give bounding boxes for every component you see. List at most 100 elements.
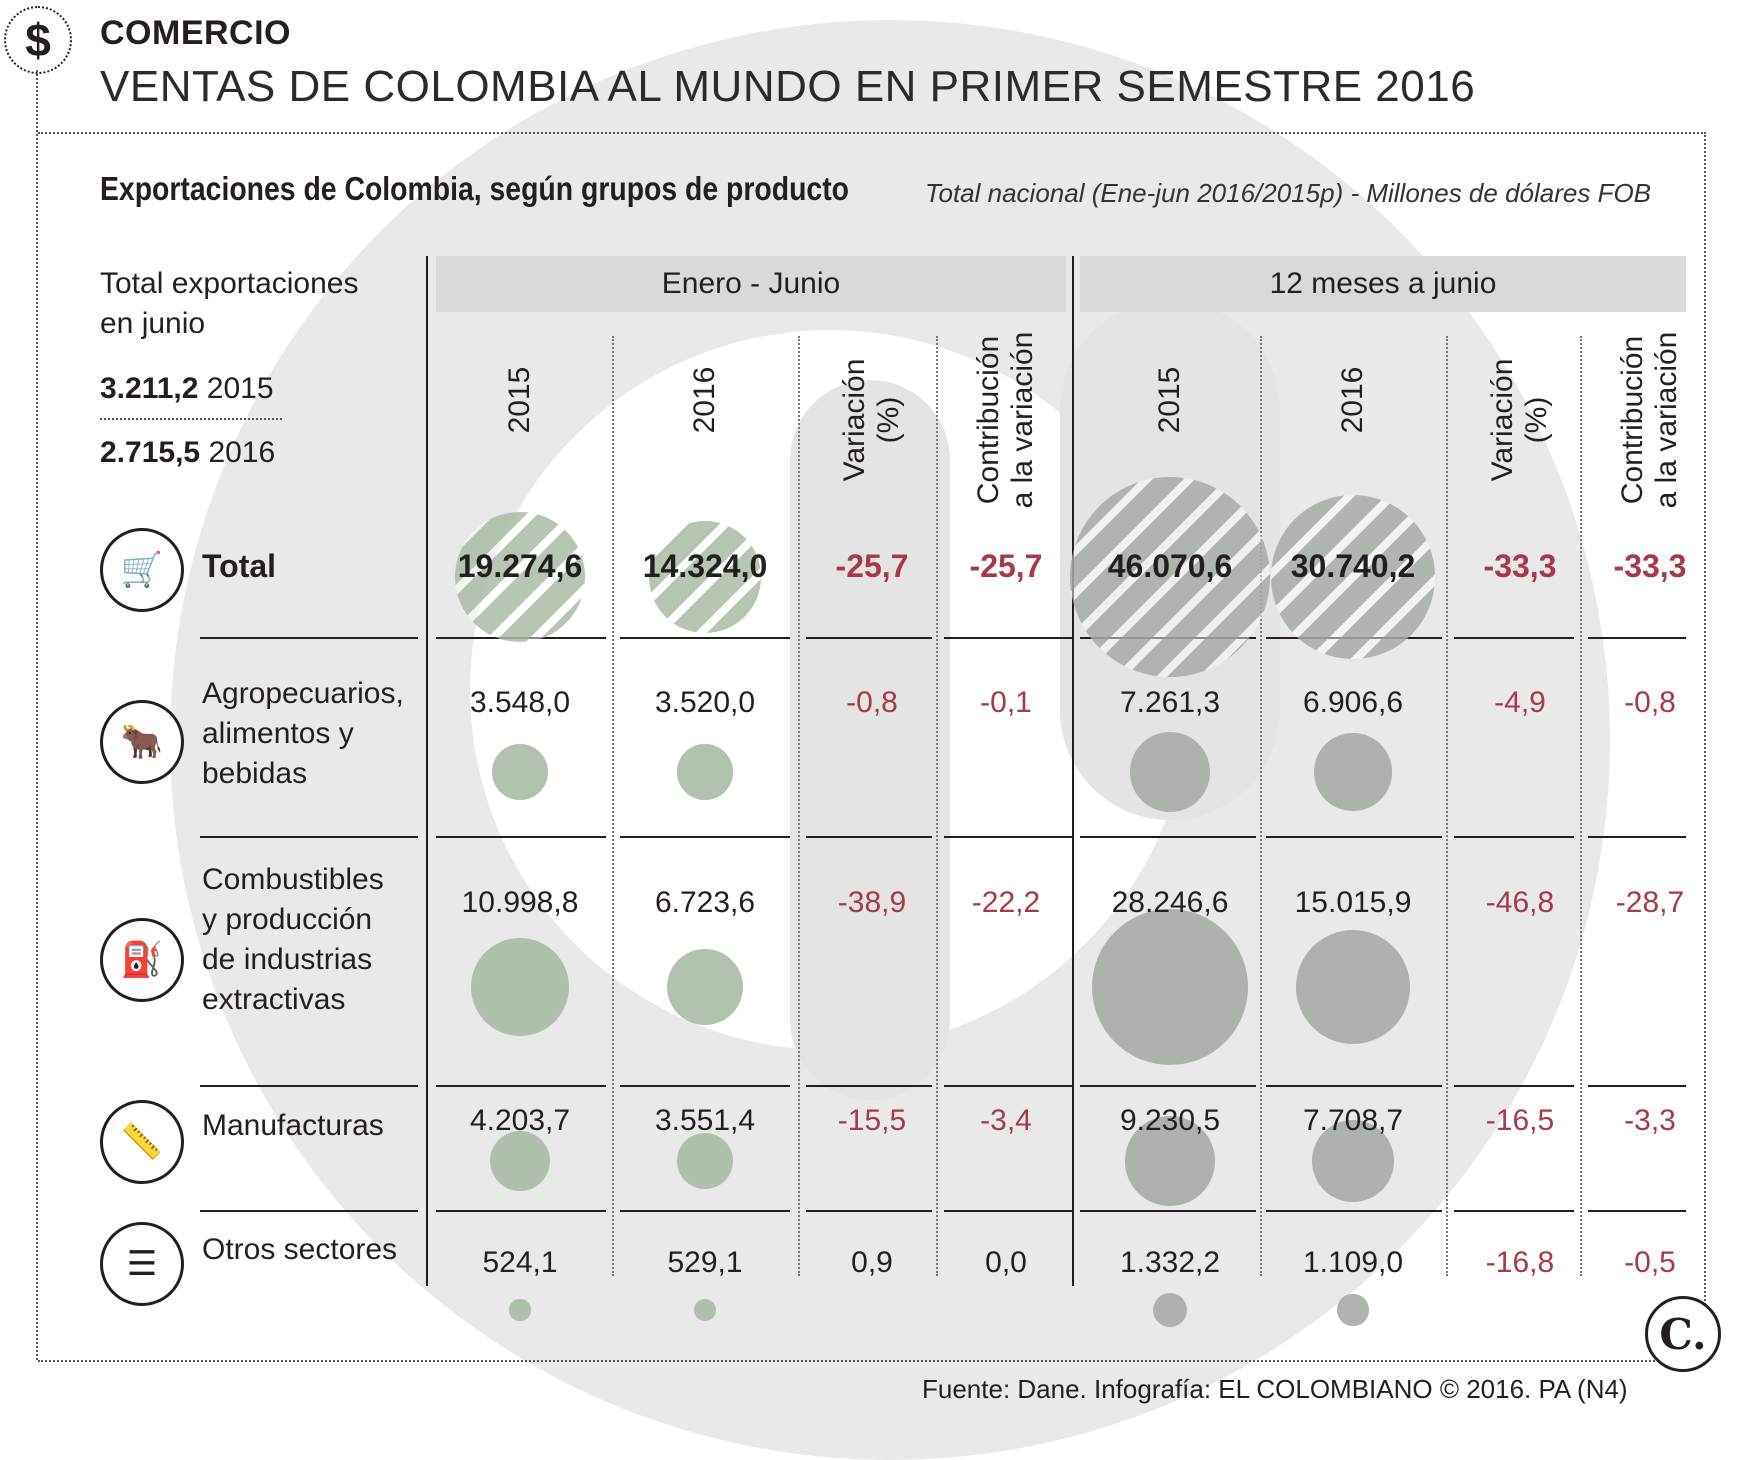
bubble-3-0 xyxy=(489,1130,551,1192)
column-separator xyxy=(612,336,614,1276)
bubble-3-1 xyxy=(677,1133,733,1189)
column-separator xyxy=(936,336,938,1276)
cell-3-3: -3,4 xyxy=(980,1104,1032,1137)
list-icon: ☰ xyxy=(100,1222,184,1306)
separator-groups xyxy=(1072,256,1074,1286)
row-separator xyxy=(620,1210,790,1212)
june-totals-label: Total exportaciones en junio xyxy=(100,264,359,344)
june-totals-divider xyxy=(100,418,282,420)
cell-2-2: -38,9 xyxy=(837,886,907,919)
cell-3-6: -16,5 xyxy=(1485,1104,1555,1137)
bull-icon: 🐂 xyxy=(100,700,184,784)
row-separator xyxy=(200,1210,418,1212)
row-separator xyxy=(1454,637,1574,639)
page-title: VENTAS DE COLOMBIA AL MUNDO EN PRIMER SE… xyxy=(100,62,1476,111)
cell-3-0: 4.203,7 xyxy=(469,1104,571,1137)
column-separator xyxy=(1446,336,1448,1276)
row-separator xyxy=(1454,1085,1574,1087)
cell-1-0: 3.548,0 xyxy=(469,686,571,719)
cell-0-6: -33,3 xyxy=(1483,548,1557,584)
oil-pump-icon: ⛽ xyxy=(100,918,184,1002)
row-label-3: Manufacturas xyxy=(202,1106,384,1146)
row-separator xyxy=(1266,836,1442,838)
cell-1-1: 3.520,0 xyxy=(654,686,756,719)
row-separator xyxy=(944,1085,1072,1087)
row-separator xyxy=(1266,1085,1442,1087)
row-label-line: Otros sectores xyxy=(202,1233,398,1266)
cell-2-3: -22,2 xyxy=(971,886,1041,919)
cell-3-1: 3.551,4 xyxy=(654,1104,756,1137)
row-label-line: bebidas xyxy=(202,757,308,790)
row-label-4: Otros sectores xyxy=(202,1230,397,1270)
cell-1-4: 7.261,3 xyxy=(1119,686,1221,719)
cell-4-2: 0,9 xyxy=(851,1246,893,1279)
frame-left xyxy=(36,70,38,1360)
separator-labels xyxy=(426,256,428,1286)
row-label-line: y producción xyxy=(202,903,373,936)
row-separator xyxy=(944,836,1072,838)
hand-truck-icon: 🛒 xyxy=(100,528,184,612)
row-separator xyxy=(944,1210,1072,1212)
row-label-line: Agropecuarios, xyxy=(202,677,404,710)
column-separator xyxy=(1580,336,1582,1276)
bubble-1-1 xyxy=(677,744,733,800)
el-colombiano-logo: C. xyxy=(1645,1296,1721,1372)
bubble-4-1 xyxy=(694,1299,716,1321)
dollar-icon: $ xyxy=(4,6,72,74)
column-separator xyxy=(798,336,800,1276)
june-total-2015-value: 3.211,2 xyxy=(100,372,199,405)
source-note: Fuente: Dane. Infografía: EL COLOMBIANO … xyxy=(922,1374,1628,1404)
row-separator xyxy=(806,1210,932,1212)
row-separator xyxy=(1588,836,1686,838)
cell-1-5: 6.906,6 xyxy=(1302,686,1404,719)
cell-4-3: 0,0 xyxy=(985,1246,1027,1279)
cell-0-5: 30.740,2 xyxy=(1290,548,1416,584)
cell-3-2: -15,5 xyxy=(837,1104,907,1137)
column-header-0: 2015 xyxy=(503,366,536,434)
bubble-4-4 xyxy=(1152,1292,1187,1327)
cell-3-5: 7.708,7 xyxy=(1302,1104,1404,1137)
group-header-12-meses: 12 meses a junio xyxy=(1080,256,1686,312)
cell-2-5: 15.015,9 xyxy=(1294,886,1412,919)
row-separator xyxy=(436,1085,606,1087)
chart-title: Exportaciones de Colombia, según grupos … xyxy=(100,170,850,207)
bubble-3-5 xyxy=(1312,1120,1394,1202)
bubble-0-0 xyxy=(455,512,585,642)
bubble-2-1 xyxy=(666,948,744,1026)
row-separator xyxy=(806,1085,932,1087)
frame-top xyxy=(38,132,1706,134)
bubble-0-5 xyxy=(1271,495,1435,659)
column-separator xyxy=(1260,336,1262,1276)
row-separator xyxy=(200,637,418,639)
cell-3-7: -3,3 xyxy=(1624,1104,1676,1137)
cell-2-0: 10.998,8 xyxy=(461,886,579,919)
cell-4-4: 1.332,2 xyxy=(1119,1246,1221,1279)
row-separator xyxy=(944,637,1072,639)
june-total-2016: 2.715,5 2016 xyxy=(100,436,275,470)
cell-4-7: -0,5 xyxy=(1624,1246,1676,1279)
column-header-3: Contribución a la variación xyxy=(972,331,1039,509)
cell-4-5: 1.109,0 xyxy=(1302,1246,1404,1279)
row-separator xyxy=(620,836,790,838)
cell-0-3: -25,7 xyxy=(969,548,1043,584)
column-header-2: Variación (%) xyxy=(838,358,905,482)
cell-2-6: -46,8 xyxy=(1485,886,1555,919)
cell-0-4: 46.070,6 xyxy=(1107,548,1233,584)
bubble-0-1 xyxy=(649,521,761,633)
column-header-4: 2015 xyxy=(1153,366,1186,434)
row-label-line: Manufacturas xyxy=(202,1109,384,1142)
june-total-2016-value: 2.715,5 xyxy=(100,436,201,469)
row-label-0: Total xyxy=(202,548,277,584)
row-separator xyxy=(620,637,790,639)
section-tag: COMERCIO xyxy=(100,14,291,52)
bubble-4-0 xyxy=(509,1299,531,1321)
cell-1-3: -0,1 xyxy=(980,686,1032,719)
june-total-2016-year: 2016 xyxy=(208,436,276,469)
cell-4-1: 529,1 xyxy=(667,1246,743,1279)
column-header-5: 2016 xyxy=(1336,366,1369,434)
cell-3-4: 9.230,5 xyxy=(1119,1104,1221,1137)
june-totals-label-line2: en junio xyxy=(100,307,206,340)
chart-subtitle: Total nacional (Ene-jun 2016/2015p) - Mi… xyxy=(925,178,1652,208)
row-label-1: Agropecuarios, alimentos y bebidas xyxy=(202,674,404,794)
row-separator xyxy=(620,1085,790,1087)
